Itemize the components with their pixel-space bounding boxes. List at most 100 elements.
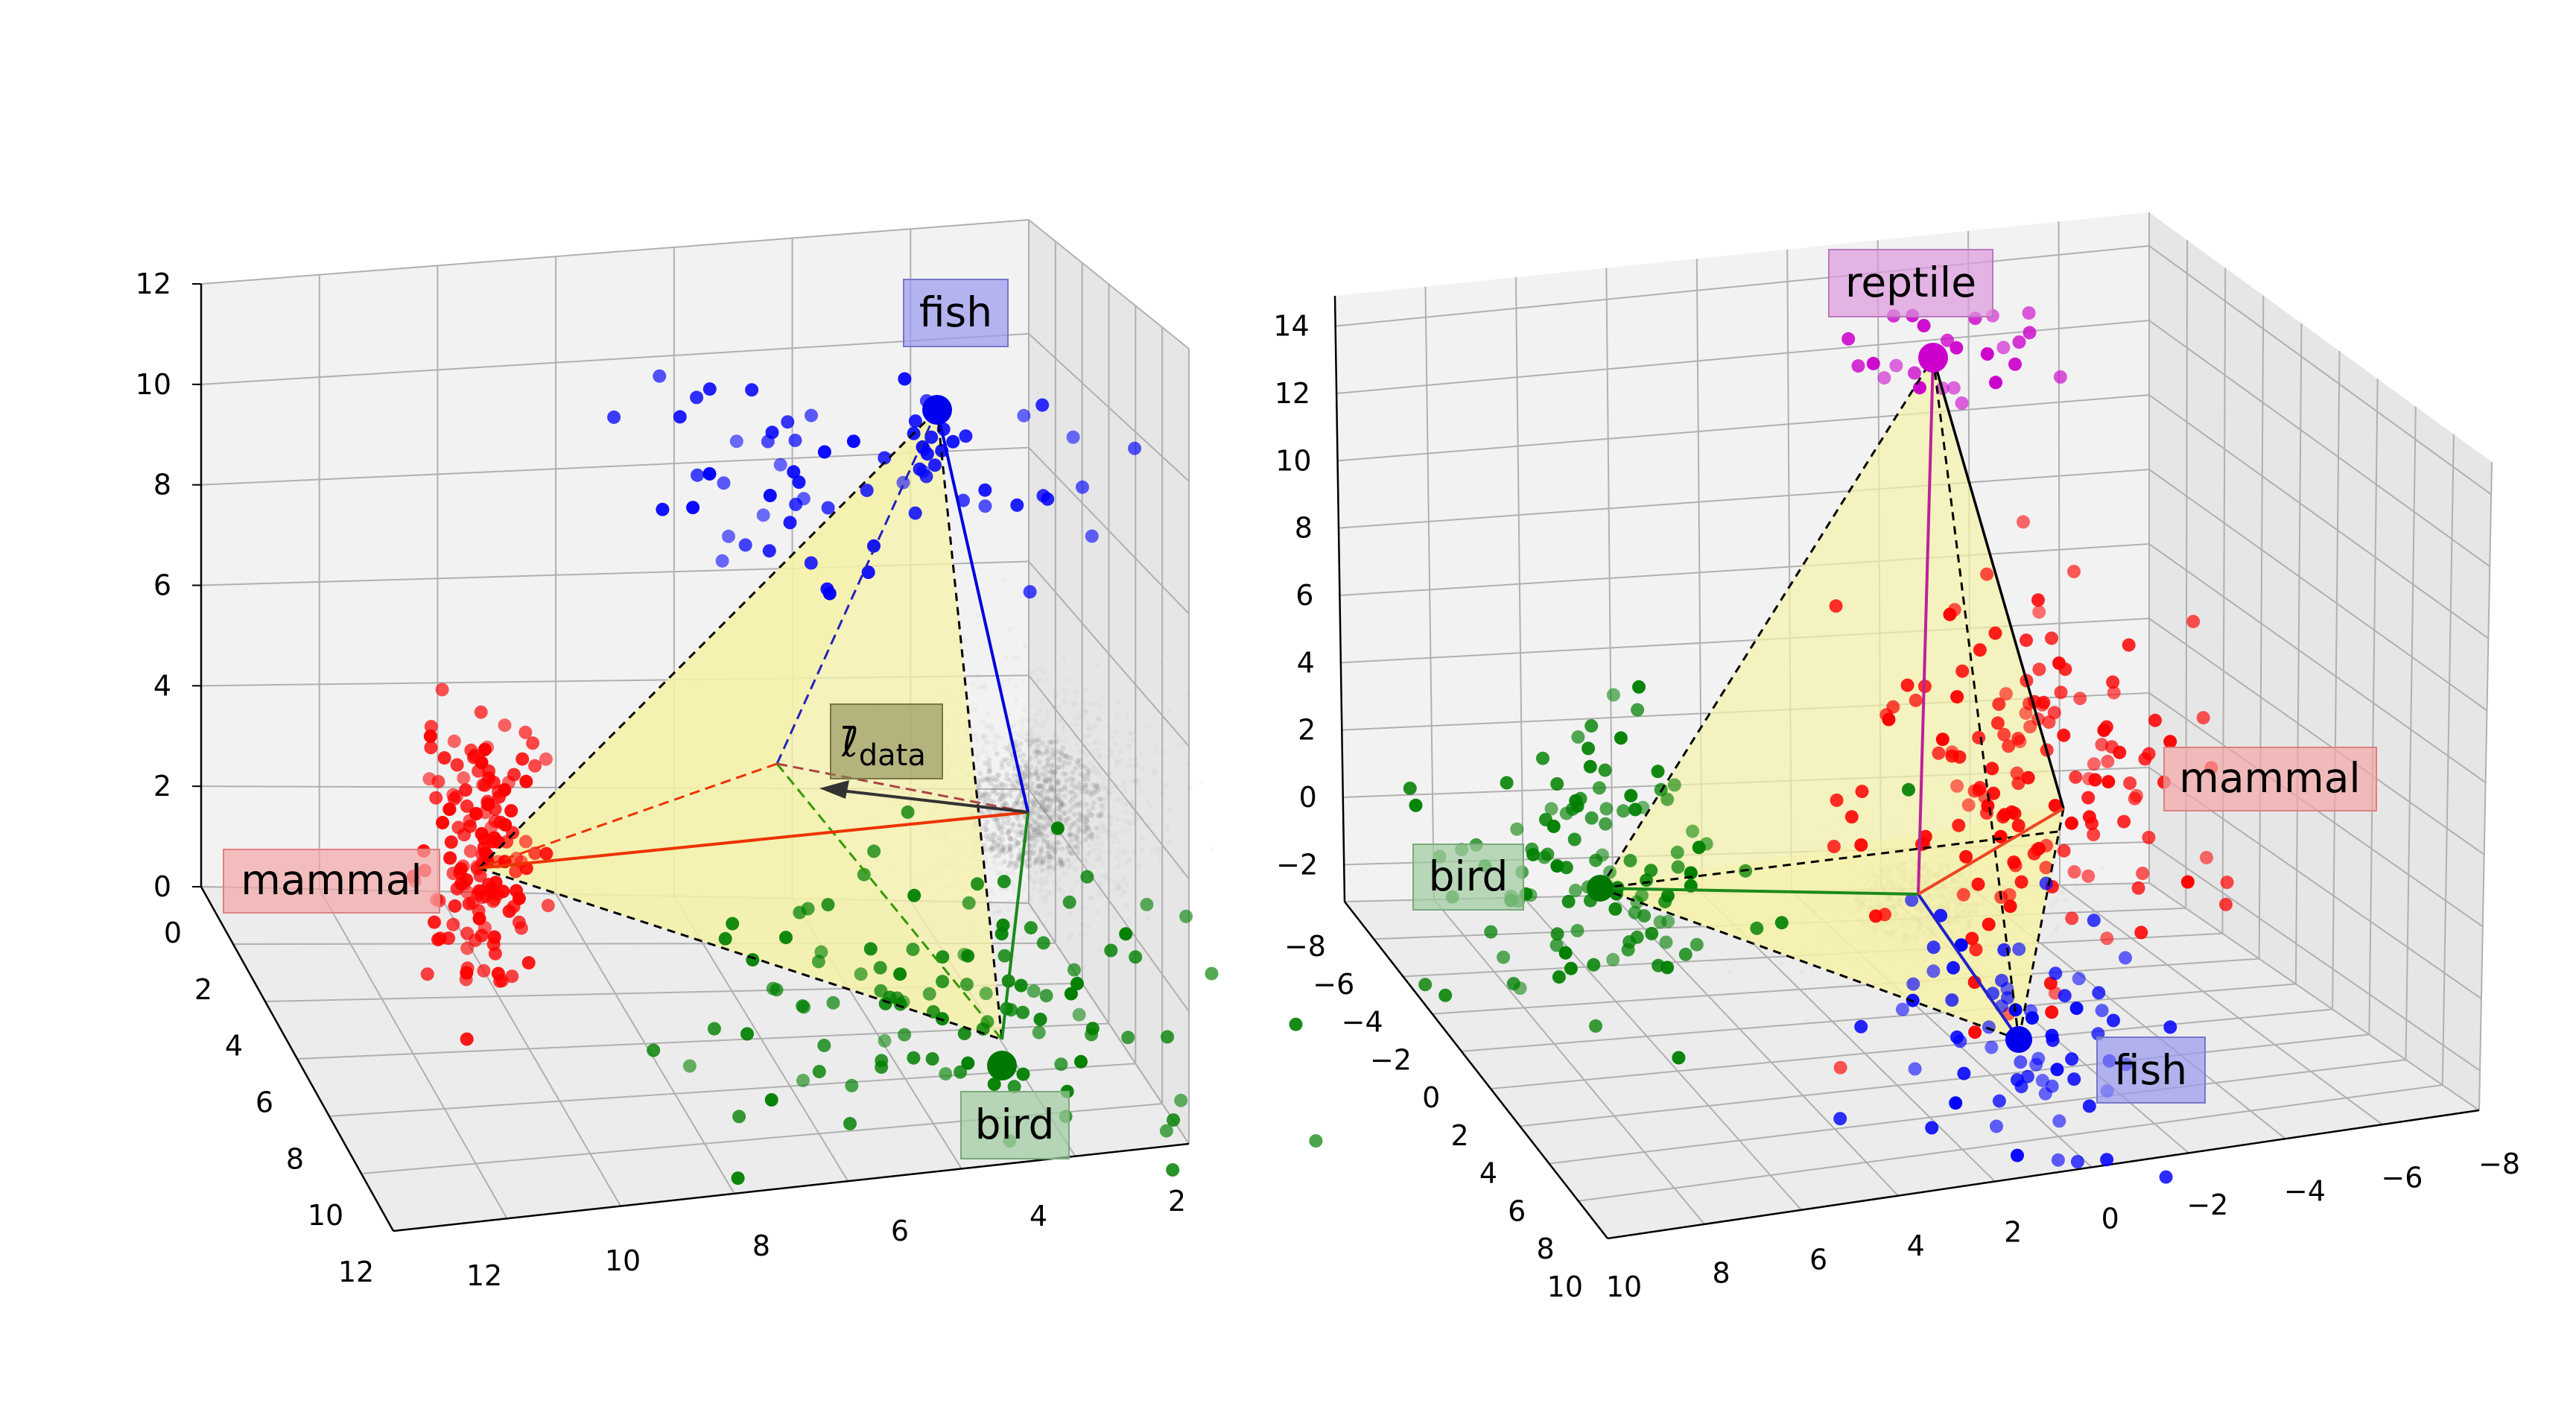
right-bird-point [1599, 817, 1613, 831]
right-y-tick: 10 [1547, 1270, 1583, 1303]
left-background-point [1050, 946, 1056, 952]
left-bird-point [979, 987, 993, 1001]
left-background-point [1114, 855, 1120, 861]
right-reptile-point [1955, 396, 1969, 410]
left-background-point [1013, 738, 1019, 744]
left-background-point [1015, 655, 1021, 661]
right-reptile-point [1950, 341, 1964, 355]
left-background-point [983, 846, 989, 852]
left-background-point [1053, 689, 1058, 694]
left-background-point [1128, 802, 1134, 808]
left-background-point [1053, 664, 1059, 670]
left-background-point [1055, 765, 1061, 770]
left-fish-point [787, 465, 801, 479]
left-mammal-point [539, 752, 553, 766]
left-background-point [1101, 775, 1107, 781]
left-background-point [1059, 801, 1065, 807]
right-fish-point [2065, 1052, 2079, 1066]
left-background-point [1038, 826, 1044, 832]
right-reptile-point [1996, 341, 2011, 355]
left-background-point [1053, 793, 1059, 799]
left-background-point [1040, 802, 1046, 808]
left-background-point [1037, 677, 1042, 683]
left-background-point [980, 793, 986, 799]
left-background-point [996, 733, 1001, 739]
left-fish-point [1035, 398, 1050, 412]
right-mammal-point [2037, 695, 2051, 709]
left-background-point [1008, 835, 1013, 841]
left-background-point [1004, 776, 1010, 782]
left-background-point [1079, 713, 1084, 719]
left-background-point [1065, 857, 1070, 863]
left-background-point [1022, 887, 1028, 893]
left-fish-point [846, 434, 860, 449]
left-background-point [1094, 784, 1100, 790]
left-background-point [1108, 788, 1114, 794]
left-background-point [1079, 749, 1085, 755]
left-background-point [1072, 820, 1078, 826]
left-background-point [1115, 699, 1121, 705]
left-background-point [1013, 786, 1019, 792]
right-background-point [2049, 933, 2055, 939]
left-background-point [1020, 723, 1026, 729]
left-background-point [1039, 832, 1045, 837]
left-background-point [1044, 839, 1050, 845]
left-background-point [1132, 849, 1138, 855]
left-background-point [1093, 722, 1099, 728]
left-background-point [1055, 765, 1061, 770]
left-background-point [1058, 799, 1064, 805]
right-mammal-point [2052, 656, 2066, 670]
right-mammal-point [2008, 806, 2022, 820]
left-background-point [1085, 770, 1091, 776]
left-background-point [1059, 863, 1065, 869]
left-bird-point [1050, 821, 1065, 835]
left-background-point [1116, 881, 1122, 887]
left-background-point [1023, 784, 1029, 790]
left-background-point [1054, 739, 1059, 745]
left-simplex-edges [478, 408, 1030, 1041]
left-background-point [1005, 820, 1011, 826]
left-background-point [1081, 964, 1087, 970]
right-y-tick: 4 [1479, 1157, 1497, 1190]
left-background-point [1038, 831, 1044, 837]
left-background-point [1179, 869, 1185, 875]
left-z-tick: 10 [136, 368, 171, 401]
left-bird-point [796, 1074, 810, 1087]
left-mammal-point [447, 792, 461, 806]
left-mammal-point [480, 740, 495, 754]
left-z-tick: 4 [153, 669, 171, 702]
right-fish-point [2072, 972, 2086, 986]
right-bird-point [1637, 909, 1652, 923]
left-background-point [1045, 889, 1051, 895]
left-background-point [1084, 709, 1089, 715]
left-background-point [1006, 908, 1012, 914]
left-background-point [1000, 847, 1006, 853]
left-mammal-point [420, 967, 434, 981]
left-fish-point [804, 556, 818, 570]
left-background-point [1045, 806, 1051, 811]
left-background-point [1011, 773, 1017, 779]
left-background-point [1035, 783, 1041, 789]
right-bird-point [1652, 958, 1666, 972]
left-mammal-point [518, 725, 533, 739]
left-background-point [1084, 857, 1090, 863]
right-bird-point [1525, 842, 1539, 856]
left-bird-point [843, 1116, 857, 1130]
right-x-tick: −8 [2478, 1148, 2520, 1180]
left-background-point [1105, 724, 1111, 730]
left-background-point [1105, 791, 1111, 796]
right-mammal-point [1900, 678, 1914, 692]
left-background-point [1079, 814, 1085, 820]
left-background-point [991, 845, 997, 851]
left-background-point [1061, 753, 1067, 759]
left-background-point [1006, 844, 1012, 849]
left-mammal-point [515, 752, 530, 766]
right-reptile-point [2008, 357, 2022, 371]
left-background-point [1045, 715, 1051, 721]
left-background-point [1002, 849, 1008, 855]
left-background-point [1032, 749, 1038, 755]
left-background-point [1090, 835, 1096, 841]
left-background-point [1089, 812, 1095, 818]
right-mammal-point [2117, 814, 2131, 829]
left-background-point [1046, 808, 1052, 814]
